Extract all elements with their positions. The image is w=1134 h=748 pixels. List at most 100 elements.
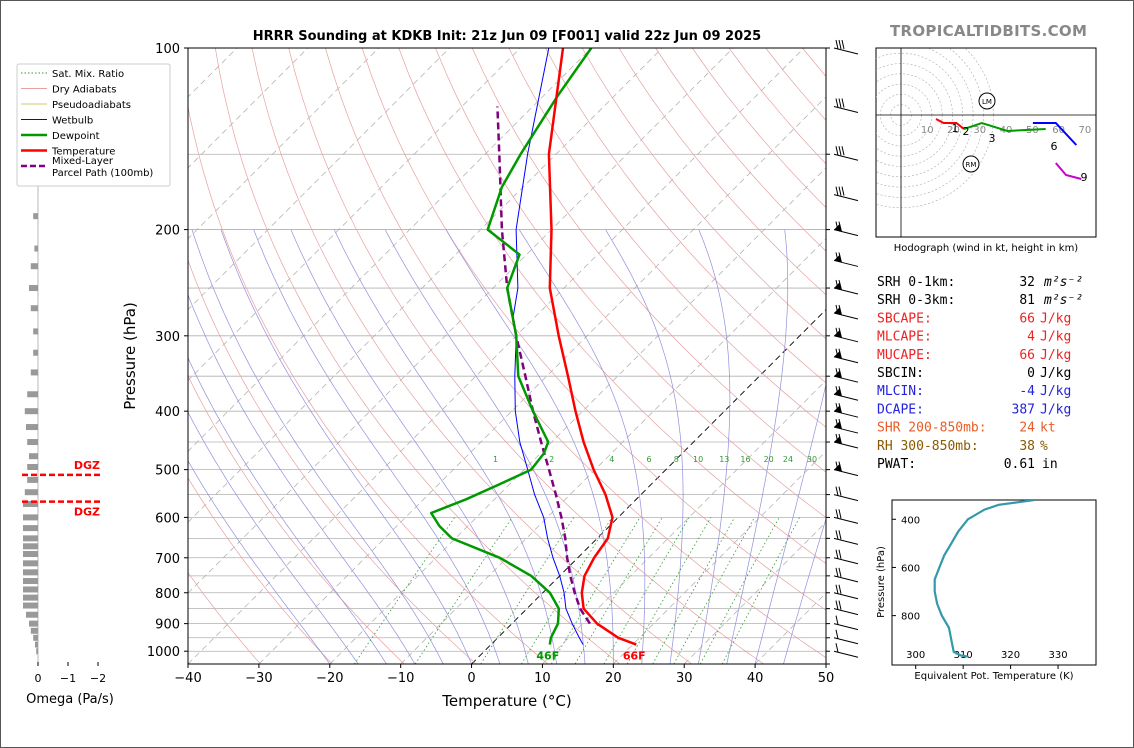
barb-feather xyxy=(838,530,842,540)
index-label: RH 300-850mb: xyxy=(877,439,979,454)
theta-e-ylabel: Pressure (hPa) xyxy=(876,546,887,618)
x-tick-label: −20 xyxy=(316,671,343,686)
omega-tick-label: 0 xyxy=(35,672,42,685)
pseudoadiabat-line xyxy=(783,517,826,664)
wind-barb xyxy=(833,643,859,658)
wind-barb xyxy=(833,461,859,477)
legend-entry: Temperature xyxy=(51,147,115,158)
barb-staff xyxy=(833,47,859,55)
mixing-ratio-label: 10 xyxy=(693,455,703,464)
dry-adiabat-line xyxy=(581,48,826,340)
barb-feather xyxy=(838,39,842,50)
barb-feather xyxy=(838,584,842,594)
index-value: 4 xyxy=(1027,330,1035,345)
mixing-ratio-line xyxy=(414,517,513,664)
hodograph-segment xyxy=(1055,162,1082,180)
barb-staff xyxy=(833,557,859,565)
barb-staff xyxy=(833,575,859,583)
wind-barb xyxy=(833,615,859,631)
legend-entry: Dewpoint xyxy=(52,131,100,142)
isotherm-line xyxy=(188,48,379,240)
wind-barb xyxy=(833,433,859,449)
pseudoadiabat-line xyxy=(698,229,731,664)
wind-barb xyxy=(833,98,859,113)
omega-bar xyxy=(33,328,38,335)
index-label: MLCIN: xyxy=(877,384,924,399)
barb-feather xyxy=(835,643,839,653)
barb-feather xyxy=(835,304,839,315)
hodograph-ring-label: 10 xyxy=(921,125,934,136)
barb-feather xyxy=(838,368,842,378)
wind-barb xyxy=(833,348,859,364)
omega-bar xyxy=(23,551,38,558)
legend-entry: Mixed-Layer xyxy=(52,156,114,167)
index-unit: J/kg xyxy=(1040,348,1071,363)
theta-e-x-tick-label: 320 xyxy=(1001,650,1020,661)
index-value: 0 xyxy=(1027,366,1035,381)
surface-dewpoint-label: 46F xyxy=(536,650,559,663)
storm-motion-label: RM xyxy=(966,161,977,169)
wind-barb xyxy=(833,584,859,600)
barb-feather xyxy=(838,403,842,413)
barb-feather xyxy=(838,509,842,519)
hodograph-segment xyxy=(963,121,1046,133)
index-label: PWAT: xyxy=(877,457,916,472)
barb-feather xyxy=(841,98,845,108)
theta-e-xlabel: Equivalent Pot. Temperature (K) xyxy=(914,671,1073,682)
omega-bar xyxy=(29,285,38,292)
legend-entry: Pseudoadiabats xyxy=(52,100,131,111)
barb-feather xyxy=(835,567,839,577)
barb-feather xyxy=(835,327,839,337)
dry-adiabat-line xyxy=(188,571,261,664)
barb-feather xyxy=(841,186,845,196)
index-label: DCAPE: xyxy=(877,402,924,417)
mixing-ratio-label: 30 xyxy=(807,455,817,464)
theta-e-x-tick-label: 330 xyxy=(1048,650,1067,661)
barb-feather xyxy=(835,279,839,290)
barb-feather xyxy=(838,567,842,577)
dgz-label: DGZ xyxy=(74,506,100,519)
barb-feather xyxy=(835,186,839,196)
mixing-ratio-label: 20 xyxy=(764,455,774,464)
isotherm-line xyxy=(188,48,663,523)
barb-feather xyxy=(835,348,839,358)
index-unit: m²s⁻² xyxy=(1043,275,1083,290)
index-unit: J/kg xyxy=(1040,330,1071,345)
barb-feather xyxy=(835,386,839,396)
wind-barb xyxy=(833,486,859,502)
background-lines: 1 2 4 6 8 10 13 16 20 24 30 36 xyxy=(188,48,826,664)
temperature-series-line xyxy=(547,48,637,646)
wind-barb xyxy=(833,146,859,161)
barb-staff xyxy=(833,494,859,502)
dewpoint-series-line xyxy=(429,48,593,645)
wind-barb xyxy=(833,530,859,545)
barb-staff xyxy=(833,537,859,545)
legend-entry: Parcel Path (100mb) xyxy=(52,168,153,179)
theta-e-y-tick-label: 600 xyxy=(901,563,920,574)
omega-bar xyxy=(30,369,38,376)
pseudoadiabat-line xyxy=(754,382,826,664)
theta-e-y-tick-label: 800 xyxy=(901,612,920,623)
index-label: SHR 200-850mb: xyxy=(877,421,987,436)
x-tick-label: −10 xyxy=(387,671,414,686)
omega-bar xyxy=(27,476,38,483)
index-unit: J/kg xyxy=(1040,384,1071,399)
dry-adiabat-line xyxy=(398,48,826,565)
mixing-ratio-line xyxy=(521,517,613,664)
dry-adiabat-line xyxy=(361,48,826,611)
mixing-ratio-label: 6 xyxy=(646,455,651,464)
x-tick-label: −30 xyxy=(245,671,272,686)
dry-adiabat-line xyxy=(435,48,826,519)
legend-entry: Wetbulb xyxy=(52,116,93,127)
barb-feather xyxy=(841,146,845,156)
barb-feather xyxy=(835,252,839,262)
barb-feather xyxy=(835,98,839,108)
isotherm-line xyxy=(258,96,826,664)
x-tick-label: 0 xyxy=(467,671,475,686)
wind-barb xyxy=(833,567,859,583)
pseudoadiabat-line xyxy=(605,229,684,664)
omega-bar xyxy=(23,602,38,609)
omega-bar xyxy=(30,627,38,634)
mixed-layer-series-line xyxy=(496,106,591,625)
